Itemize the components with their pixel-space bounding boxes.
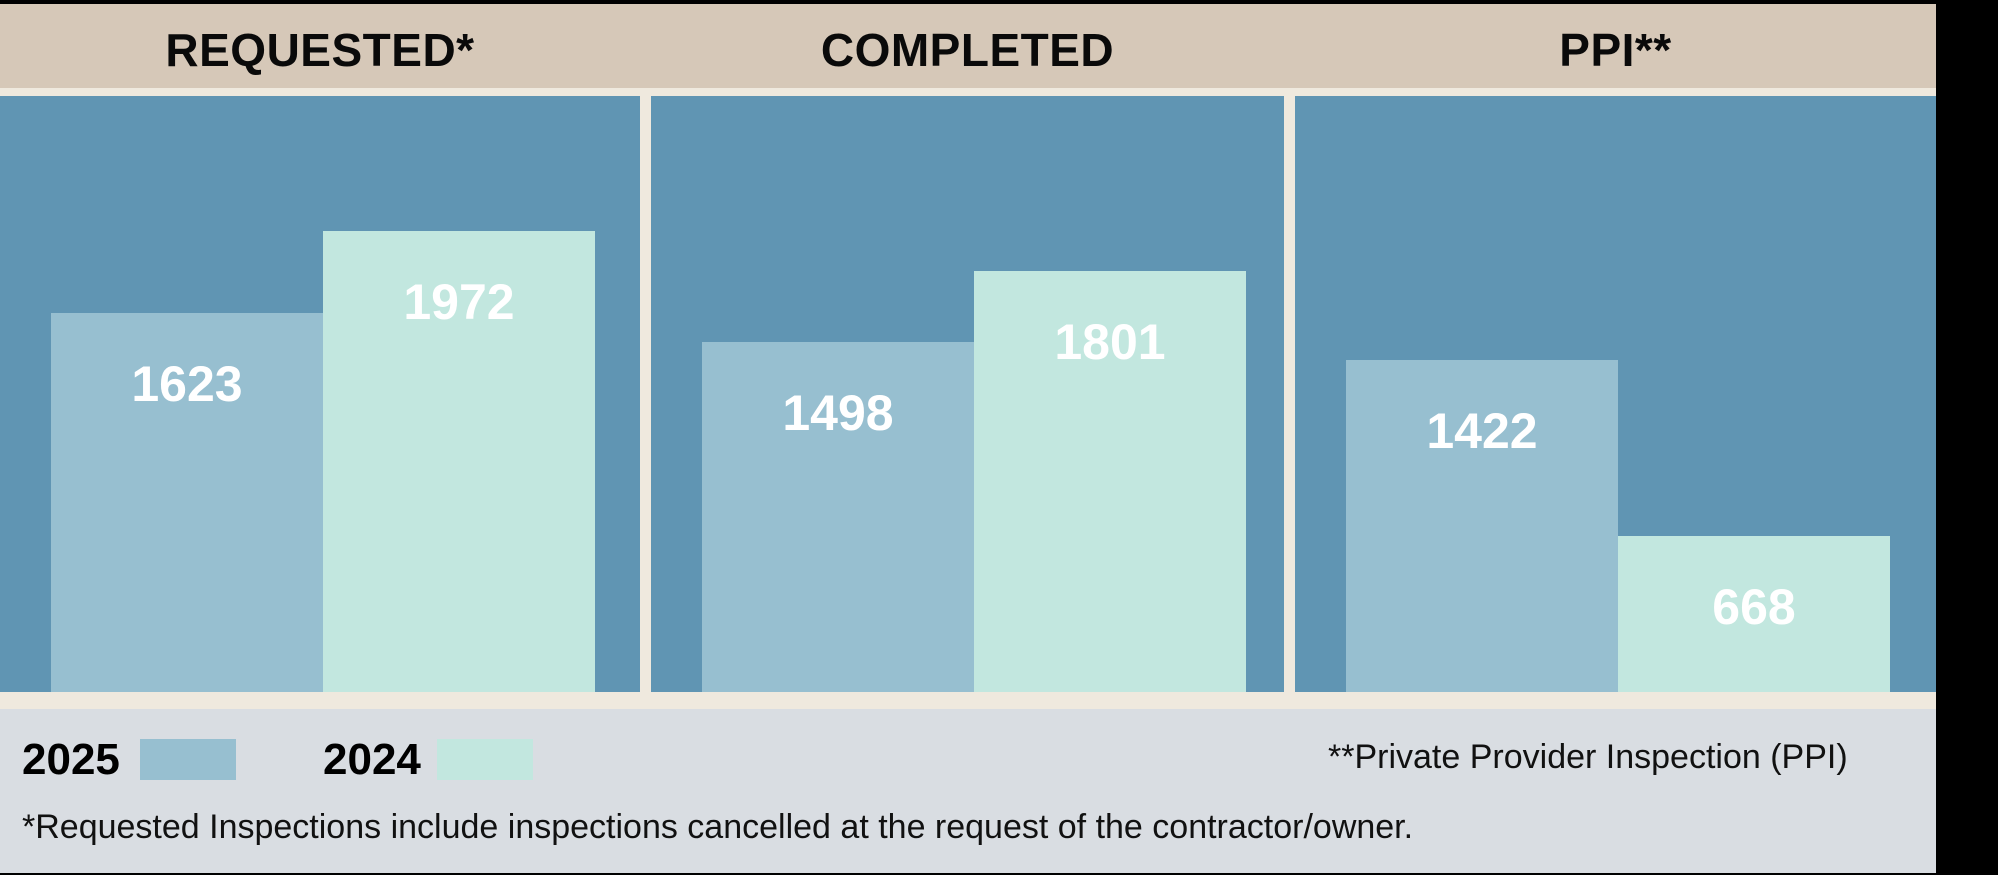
bar-2025 xyxy=(51,313,323,692)
panel-requested: 1623 1972 xyxy=(0,96,640,692)
bar-value-label: 1801 xyxy=(1054,314,1166,370)
header-separator xyxy=(0,88,1936,96)
bar-value-label: 1623 xyxy=(131,356,243,412)
panel-divider xyxy=(640,88,651,692)
bar-2025 xyxy=(1346,360,1618,692)
chart-frame: REQUESTED* COMPLETED PPI** 1623 1972 1498… xyxy=(0,4,1936,873)
footnote-ppi: **Private Provider Inspection (PPI) xyxy=(1328,738,1848,776)
bar-2024 xyxy=(1618,536,1890,692)
header-band xyxy=(0,4,1936,88)
panel-ppi: 1422 668 xyxy=(1295,96,1936,692)
legend-label-2025: 2025 xyxy=(22,735,120,784)
legend-area xyxy=(0,709,1936,873)
bar-2024 xyxy=(323,231,595,692)
bar-value-label: 1422 xyxy=(1426,403,1538,459)
legend-swatch-2024 xyxy=(437,739,533,780)
legend-swatch-2025 xyxy=(140,739,236,780)
panel-divider xyxy=(1284,88,1295,692)
title-completed: COMPLETED xyxy=(820,24,1115,76)
bottom-separator xyxy=(0,692,1936,709)
legend-label-2024: 2024 xyxy=(323,735,421,784)
bar-2024 xyxy=(974,271,1246,692)
footnote-requested: *Requested Inspections include inspectio… xyxy=(22,808,1414,846)
panel-completed: 1498 1801 xyxy=(651,96,1284,692)
bar-value-label: 668 xyxy=(1712,579,1796,635)
title-requested: REQUESTED* xyxy=(165,24,475,76)
bar-value-label: 1498 xyxy=(782,385,894,441)
bar-2025 xyxy=(702,342,974,692)
title-ppi: PPI** xyxy=(1559,24,1672,76)
bar-value-label: 1972 xyxy=(403,274,515,330)
